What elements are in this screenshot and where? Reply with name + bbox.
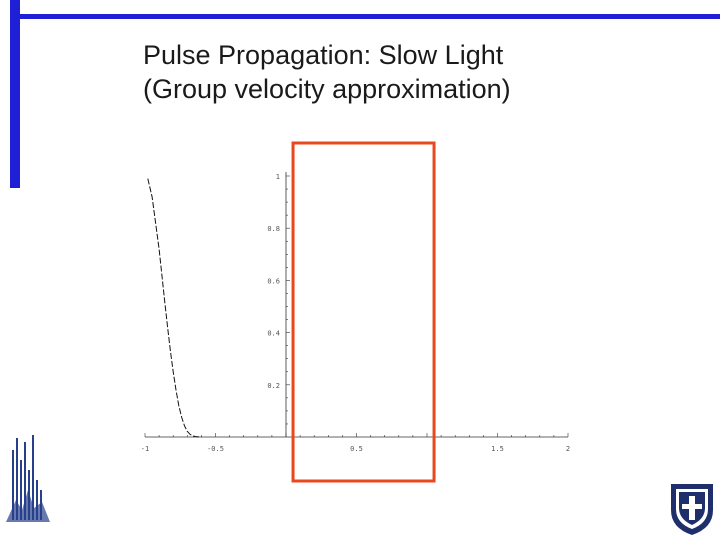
spectrum-logo xyxy=(6,435,50,522)
y-tick-label: 0.2 xyxy=(267,382,280,390)
x-tick-label: 1.5 xyxy=(491,445,504,453)
title-line-2: (Group velocity approximation) xyxy=(143,74,511,104)
university-shield-logo xyxy=(671,484,713,535)
series-line-0 xyxy=(147,178,202,438)
y-tick-label: 1 xyxy=(276,173,280,181)
slide-title: Pulse Propagation: Slow Light (Group vel… xyxy=(143,38,703,106)
x-tick-label: -0.5 xyxy=(207,445,224,453)
chart-axes: -1 -0.5 0.5 1.5 2 0.2 0.4 0.6 0.8 1 xyxy=(141,172,570,453)
x-tick-label: -1 xyxy=(141,445,149,453)
left-accent-bar xyxy=(10,0,20,188)
chart-marks xyxy=(147,141,436,483)
x-tick-label: 2 xyxy=(566,445,570,453)
top-accent-bar xyxy=(10,14,720,19)
x-tick-label: 0.5 xyxy=(350,445,363,453)
title-line-1: Pulse Propagation: Slow Light xyxy=(143,40,504,70)
highlight-box xyxy=(291,141,436,483)
y-tick-label: 0.8 xyxy=(267,225,280,233)
y-tick-label: 0.6 xyxy=(267,277,280,285)
y-tick-label: 0.4 xyxy=(267,330,280,338)
